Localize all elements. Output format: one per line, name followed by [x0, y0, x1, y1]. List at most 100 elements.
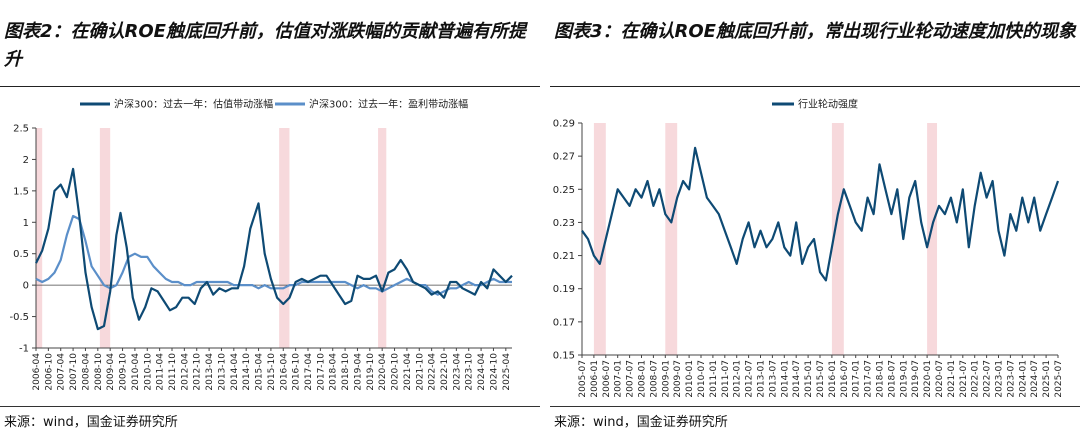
chart-title: 图表2：在确认ROE触底回升前，估值对涨跌幅的贡献普遍有所提升	[4, 21, 526, 70]
x-tick-label: 2015-01	[804, 360, 814, 398]
x-tick-label: 2013-04	[205, 353, 215, 391]
x-tick-label: 2019-04	[353, 353, 363, 391]
y-tick-label: 0.5	[13, 249, 29, 260]
highlight-band	[593, 123, 606, 355]
x-tick-label: 2022-04	[428, 353, 438, 391]
x-tick-label: 2017-10	[316, 353, 326, 391]
y-tick-label: 2	[23, 155, 29, 166]
y-tick-label: 2.5	[13, 124, 29, 135]
x-tick-label: 2007-04	[57, 353, 67, 391]
x-tick-label: 2016-04	[279, 353, 289, 391]
x-tick-label: 2018-01	[876, 360, 886, 398]
x-tick-label: 2021-04	[403, 353, 413, 391]
x-tick-label: 2023-10	[465, 353, 475, 391]
legend-label: 沪深300：过去一年：估值带动涨幅	[114, 98, 273, 111]
x-tick-label: 2011-07	[721, 360, 731, 398]
x-tick-label: 2008-01	[638, 360, 648, 398]
x-tick-label: 2017-01	[852, 360, 862, 398]
x-tick-label: 2019-10	[366, 353, 376, 391]
x-tick-label: 2011-04	[156, 353, 166, 391]
x-tick-label: 2007-07	[626, 360, 636, 398]
x-tick-label: 2014-10	[242, 353, 252, 391]
x-tick-label: 2018-07	[887, 360, 897, 398]
y-tick-label: 0.29	[553, 119, 575, 130]
x-tick-label: 2012-10	[193, 353, 203, 391]
x-tick-label: 2017-07	[864, 360, 874, 398]
title-rule	[550, 86, 1080, 87]
y-tick-label: 0	[23, 281, 29, 292]
y-tick-label: 0.15	[553, 351, 575, 362]
x-tick-label: 2024-04	[477, 353, 487, 391]
x-tick-label: 2025-07	[1054, 360, 1064, 398]
x-tick-label: 2005-07	[578, 360, 588, 398]
y-tick-label: 0.27	[553, 152, 575, 163]
x-tick-label: 2012-04	[180, 353, 190, 391]
x-tick-label: 2006-07	[602, 360, 612, 398]
x-tick-label: 2023-01	[995, 360, 1005, 398]
x-tick-label: 2024-10	[489, 353, 499, 391]
x-tick-label: 2025-01	[1042, 360, 1052, 398]
title-rule	[0, 86, 540, 87]
y-tick-label: 0.25	[553, 185, 575, 196]
x-tick-label: 2014-01	[780, 360, 790, 398]
legend-label: 沪深300：过去一年：盈利带动涨幅	[309, 98, 468, 111]
chart-panel-left: 图表2：在确认ROE触底回升前，估值对涨跌幅的贡献普遍有所提升 2.5 2 1.5 1…	[0, 21, 540, 430]
highlight-band	[99, 128, 111, 348]
x-tick-label: 2025-04	[502, 353, 512, 391]
x-tick-label: 2020-07	[935, 360, 945, 398]
x-tick-label: 2016-10	[292, 353, 302, 391]
x-tick-label: 2019-01	[899, 360, 909, 398]
x-tick-label: 2021-01	[947, 360, 957, 398]
highlight-band	[831, 123, 844, 355]
x-tick-label: 2013-07	[768, 360, 778, 398]
y-tick-label: 0.17	[553, 317, 575, 328]
x-tick-label: 2022-01	[971, 360, 981, 398]
x-tick-label: 2015-04	[255, 353, 265, 391]
x-tick-label: 2018-10	[341, 353, 351, 391]
x-tick-label: 2018-04	[329, 353, 339, 391]
x-tick-label: 2019-07	[911, 360, 921, 398]
y-tick-label: 0.23	[553, 218, 575, 229]
x-tick-label: 2006-10	[44, 353, 54, 391]
x-tick-label: 2017-04	[304, 353, 314, 391]
x-tick-label: 2006-01	[590, 360, 600, 398]
x-tick-label: 2015-07	[816, 360, 826, 398]
x-tick-label: 2006-04	[32, 353, 42, 391]
highlight-band	[378, 128, 387, 348]
y-tick-label: -1	[19, 344, 29, 355]
x-tick-label: 2016-01	[828, 360, 838, 398]
x-tick-label: 2024-01	[1018, 360, 1028, 398]
x-tick-label: 2014-04	[230, 353, 240, 391]
x-tick-label: 2020-10	[391, 353, 401, 391]
x-tick-label: 2013-01	[757, 360, 767, 398]
x-tick-label: 2010-01	[685, 360, 695, 398]
x-tick-label: 2008-07	[649, 360, 659, 398]
chart-panel-right: 图表3：在确认ROE触底回升前，常出现行业轮动速度加快的现象 0.29 0.27 0…	[550, 0, 1080, 438]
y-tick-label: -0.5	[9, 312, 29, 323]
series-line	[581, 146, 1060, 282]
x-tick-label: 2009-01	[661, 360, 671, 398]
highlight-band	[36, 128, 43, 348]
x-tick-label: 2007-01	[614, 360, 624, 398]
x-tick-label: 2022-07	[983, 360, 993, 398]
x-tick-label: 2009-04	[106, 353, 116, 391]
x-tick-label: 2023-04	[452, 353, 462, 391]
x-tick-label: 2012-01	[733, 360, 743, 398]
highlight-band	[279, 128, 290, 348]
x-tick-label: 2021-07	[959, 360, 969, 398]
x-tick-label: 2022-10	[440, 353, 450, 391]
x-tick-label: 2012-07	[745, 360, 755, 398]
series-line	[35, 167, 513, 331]
x-tick-label: 2020-01	[923, 360, 933, 398]
chart-source: 来源：wind，国金证券研究所	[4, 415, 178, 430]
y-tick-label: 1	[23, 218, 29, 229]
x-tick-label: 2023-07	[1006, 360, 1016, 398]
source-rule	[0, 406, 540, 407]
x-tick-label: 2016-07	[840, 360, 850, 398]
x-tick-label: 2010-07	[697, 360, 707, 398]
x-tick-label: 2010-10	[143, 353, 153, 391]
x-tick-label: 2014-07	[792, 360, 802, 398]
x-tick-label: 2008-10	[94, 353, 104, 391]
chart-title: 图表3：在确认ROE触底回升前，常出现行业轮动速度加快的现象	[554, 21, 1076, 42]
